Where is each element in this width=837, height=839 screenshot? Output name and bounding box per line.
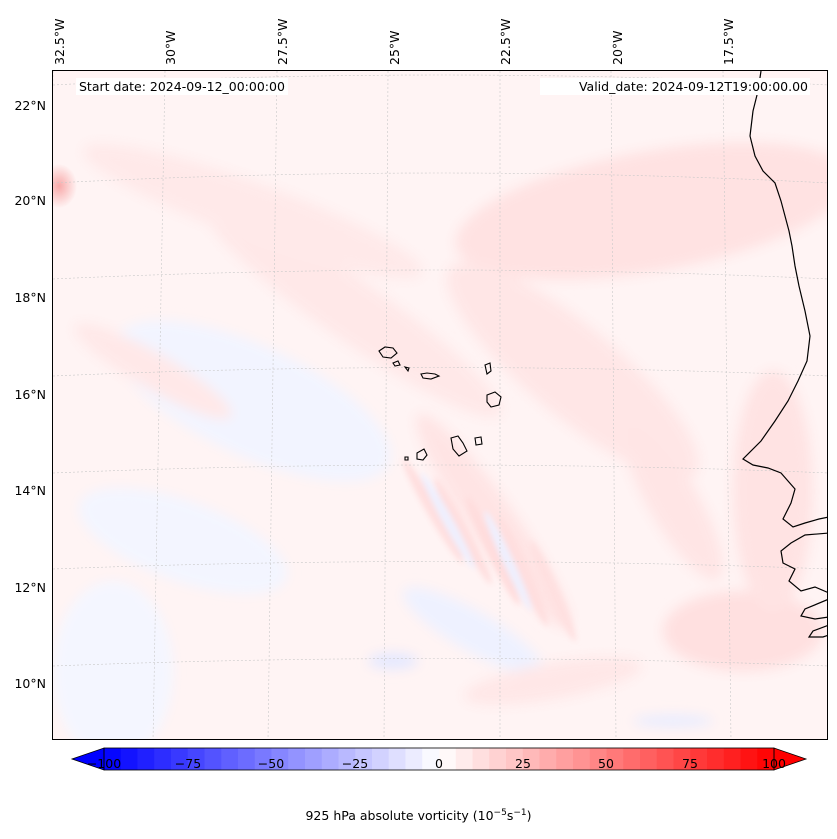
valid-date-label: Valid_date: 2024-09-12T19:00:00.00 [540, 78, 810, 95]
colorbar-cell [723, 748, 741, 770]
colorbar-label: 925 hPa absolute vorticity (10−5s−1) [0, 808, 837, 823]
lat-label-14n: 14°N [14, 483, 46, 498]
vorticity-field [53, 142, 827, 739]
colorbar-cell [137, 748, 155, 770]
colorbar-cell [740, 748, 758, 770]
colorbar-cell [690, 748, 708, 770]
colorbar-cell [355, 748, 373, 770]
lon-label-25w: 25°W [387, 30, 402, 65]
colorbar-tick-25: 25 [515, 756, 531, 771]
colorbar-tick-m50: −50 [257, 756, 285, 771]
lon-label-17-5w: 17.5°W [721, 18, 736, 65]
colorbar-cell [489, 748, 507, 770]
colorbar-cell [539, 748, 557, 770]
colorbar-cell [606, 748, 624, 770]
colorbar-cell [321, 748, 339, 770]
colorbar-cell [372, 748, 390, 770]
colorbar-cell [556, 748, 574, 770]
colorbar-cell [656, 748, 674, 770]
colorbar-tick-m100: −100 [86, 756, 122, 771]
colorbar-cell [221, 748, 239, 770]
colorbar-cell [305, 748, 323, 770]
colorbar-cell [120, 748, 138, 770]
colorbar-cell [405, 748, 423, 770]
colorbar-label-exp2: −1 [513, 808, 527, 818]
lon-label-20w: 20°W [610, 30, 625, 65]
colorbar-cell [573, 748, 591, 770]
colorbar-outline [103, 747, 775, 771]
lon-label-30w: 30°W [163, 30, 178, 65]
colorbar-cell [238, 748, 256, 770]
colorbar-cell [338, 748, 356, 770]
colorbar-label-exp1: −5 [493, 808, 507, 818]
colorbar-cell [254, 748, 272, 770]
vorticity-map [52, 70, 828, 740]
colorbar-cell [104, 748, 122, 770]
vorticity-maximum [53, 164, 77, 208]
colorbar-tick-75: 75 [682, 756, 698, 771]
colorbar-cell [388, 748, 406, 770]
colorbar-tick-0: 0 [435, 756, 443, 771]
colorbar-tick-100: 100 [762, 756, 786, 771]
lat-label-10n: 10°N [14, 676, 46, 691]
colorbar-label-prefix: 925 hPa absolute vorticity (10 [305, 808, 494, 824]
lat-label-12n: 12°N [14, 580, 46, 595]
lat-label-16n: 16°N [14, 387, 46, 402]
colorbar-cell [288, 748, 306, 770]
colorbar-cell [171, 748, 189, 770]
start-date-label: Start date: 2024-09-12_00:00:00 [76, 78, 288, 95]
colorbar-cells [104, 748, 775, 770]
colorbar-cell [439, 748, 457, 770]
colorbar-cell [522, 748, 540, 770]
lon-label-32-5w: 32.5°W [52, 18, 67, 65]
colorbar-cell [271, 748, 289, 770]
colorbar-cell [472, 748, 490, 770]
colorbar-cell [589, 748, 607, 770]
colorbar-cell [640, 748, 658, 770]
colorbar-tick-50: 50 [598, 756, 614, 771]
colorbar-cell [623, 748, 641, 770]
lat-label-20n: 20°N [14, 193, 46, 208]
colorbar-cell [187, 748, 205, 770]
colorbar-cell [154, 748, 172, 770]
colorbar-cell [757, 748, 775, 770]
colorbar-cell [506, 748, 524, 770]
vorticity-streaks [402, 458, 577, 642]
colorbar [70, 747, 808, 771]
lon-label-27-5w: 27.5°W [275, 18, 290, 65]
colorbar-cell [422, 748, 440, 770]
lon-label-22-5w: 22.5°W [498, 18, 513, 65]
african-coastline [742, 71, 827, 638]
colorbar-cell [455, 748, 473, 770]
colorbar-cell [673, 748, 691, 770]
colorbar-label-mid: s [506, 808, 514, 824]
colorbar-cell [707, 748, 725, 770]
colorbar-label-suffix: ) [526, 808, 532, 824]
lat-label-18n: 18°N [14, 290, 46, 305]
colorbar-tick-m75: −75 [174, 756, 202, 771]
colorbar-tick-m25: −25 [341, 756, 369, 771]
cape-verde-islands [378, 346, 502, 461]
colorbar-cell [204, 748, 222, 770]
map-canvas [53, 71, 827, 739]
lat-label-22n: 22°N [14, 98, 46, 113]
